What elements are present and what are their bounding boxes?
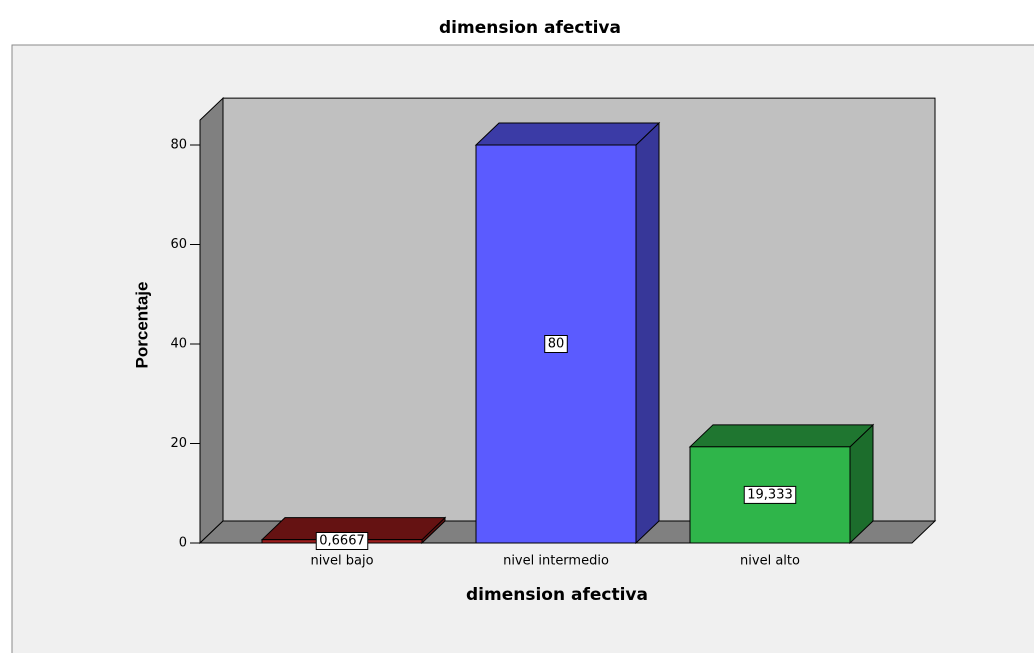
y-tick-label: 80 [170, 138, 187, 153]
value-label: 0,6667 [319, 534, 365, 549]
left-wall [199, 96, 224, 545]
y-tick-label: 40 [170, 337, 187, 352]
y-tick-label: 20 [170, 436, 187, 451]
x-tick-label: nivel intermedio [503, 554, 609, 569]
bar-top [474, 122, 661, 146]
value-label: 19,333 [747, 487, 793, 502]
x-axis-title: dimension afectiva [466, 585, 648, 605]
bar-top [688, 424, 875, 448]
x-tick-label: nivel alto [740, 554, 800, 569]
value-label-box [315, 532, 369, 550]
x-tick-label: nivel bajo [310, 554, 373, 569]
y-tick-label: 60 [170, 237, 187, 252]
y-axis-title: Porcentaje [132, 282, 151, 369]
y-tick-label: 0 [179, 536, 187, 551]
bar-side [635, 121, 660, 545]
value-label-box [743, 485, 797, 504]
chart-title: dimension afectiva [439, 18, 621, 38]
value-label: 80 [548, 337, 565, 352]
value-label-box [544, 335, 568, 353]
